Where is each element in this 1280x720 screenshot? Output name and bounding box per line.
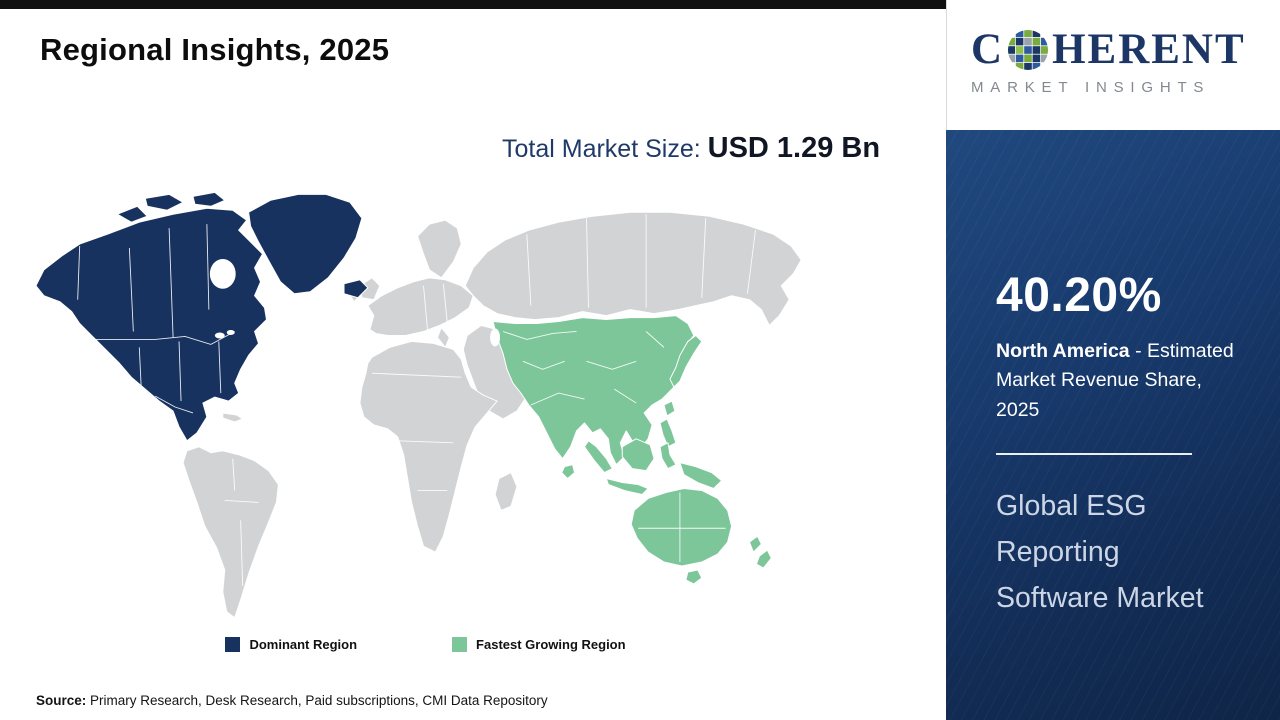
total-market-size: Total Market Size: USD 1.29 Bn (502, 126, 894, 171)
map-region-tasmania (685, 569, 703, 585)
map-region-new-guinea (679, 462, 723, 489)
map-region-australia (630, 488, 733, 567)
country-borders (77, 214, 756, 586)
hudson-bay (209, 258, 236, 289)
market-name: Global ESG Reporting Software Market (996, 489, 1204, 615)
source-text: Primary Research, Desk Research, Paid su… (86, 693, 548, 708)
world-map-svg (35, 191, 802, 619)
map-region-borneo (621, 438, 655, 472)
sidebar: 40.20% North America - Estimated Market … (946, 130, 1280, 720)
source-line: Source: Primary Research, Desk Research,… (36, 693, 548, 708)
great-lake-1 (214, 332, 225, 339)
map-region-canadian-arctic-3 (116, 205, 148, 223)
map-region-new-zealand-north (748, 535, 762, 553)
logo-letter-c: C (971, 26, 1005, 73)
map-region-south-america (182, 446, 279, 619)
sidebar-divider (996, 452, 1192, 455)
map-region-sulawesi (659, 442, 677, 470)
top-border-bar (0, 0, 946, 9)
map-region-cuba (222, 412, 244, 423)
map-region-canadian-arctic-2 (192, 191, 226, 207)
logo-tagline: MARKET INSIGHTS (971, 79, 1211, 96)
map-region-java (605, 478, 649, 495)
logo-wordmark: C HERENT (971, 28, 1280, 71)
fastest-growing-region-label: Fastest Growing Region (476, 637, 626, 652)
great-lake-2 (226, 329, 235, 335)
globe-mosaic-icon (1008, 29, 1049, 70)
map-region-new-zealand-south (755, 549, 772, 569)
logo-letters-herent: HERENT (1052, 26, 1246, 73)
map-region-philippines (659, 418, 677, 448)
map-legend: Dominant Region Fastest Growing Region (28, 637, 823, 652)
legend-item-fastest-growing: Fastest Growing Region (452, 637, 626, 652)
legend-item-dominant: Dominant Region (225, 637, 357, 652)
logo-block: C HERENT MARKET INSIGHTS (946, 0, 1280, 130)
caspian-sea (490, 328, 501, 347)
map-region-russia (464, 211, 802, 327)
fastest-growing-region-swatch (452, 637, 468, 652)
map-region-iceland (343, 279, 369, 299)
map-region-japan (669, 334, 703, 388)
map-region-scandinavia (417, 219, 462, 279)
share-description: North America - Estimated Market Revenue… (996, 337, 1250, 425)
share-value: 40.20% (996, 269, 1162, 322)
map-region-north-america (35, 207, 267, 442)
dominant-region-label: Dominant Region (249, 637, 358, 652)
map-region-sumatra (584, 440, 613, 474)
page-title: Regional Insights, 2025 (40, 32, 390, 67)
source-label: Source: (36, 693, 87, 708)
dominant-region-swatch (225, 637, 241, 652)
map-region-taiwan (663, 400, 676, 417)
total-market-size-value: USD 1.29 Bn (707, 132, 881, 164)
map-region-uk (359, 277, 381, 301)
map-region-sri-lanka (561, 464, 576, 480)
world-map (28, 188, 823, 630)
total-market-size-label: Total Market Size: (502, 135, 708, 163)
share-region: North America (996, 340, 1130, 362)
map-region-madagascar (494, 472, 518, 511)
map-region-greenland (248, 193, 363, 295)
map-region-canadian-arctic-1 (144, 193, 184, 211)
map-region-italy (436, 327, 450, 348)
map-region-africa (359, 340, 498, 553)
share-caption: - Estimated Market Revenue Share, 2025 (996, 340, 1234, 421)
map-region-europe (367, 277, 474, 336)
